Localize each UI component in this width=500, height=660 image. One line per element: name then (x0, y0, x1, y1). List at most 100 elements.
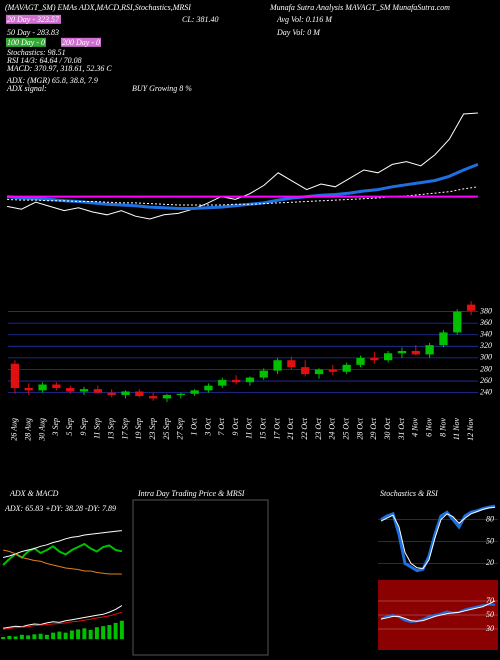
x-tick-label: 6 Nov (424, 418, 433, 437)
x-tick-label: 11 Sep (93, 418, 102, 439)
candle-body (176, 393, 185, 395)
annotation: Day Vol: 0 M (276, 28, 321, 37)
bar (13, 636, 18, 640)
x-tick-label: 8 Nov (438, 418, 447, 437)
candle-body (301, 367, 310, 375)
annotation: 20 Day - 323.57 (7, 15, 60, 24)
bar (57, 631, 62, 640)
x-tick-label: 30 Aug (37, 418, 46, 442)
candle-body (107, 392, 116, 395)
x-tick-label: 17 Oct (272, 417, 281, 439)
y-tick-label: 360 (479, 318, 492, 327)
bar (82, 628, 87, 640)
candle-body (314, 369, 324, 375)
candle-body (370, 357, 379, 361)
y-tick-label: 380 (479, 306, 492, 315)
candle-body (66, 388, 75, 392)
candle-body (162, 394, 172, 399)
annotation-box (6, 37, 46, 47)
bar (69, 630, 74, 640)
candle-body (121, 391, 130, 395)
x-tick-label: 13 Sep (107, 418, 116, 440)
bar (88, 629, 93, 640)
y-tick-label: 50 (486, 536, 494, 545)
bar (44, 634, 49, 640)
x-tick-label: 15 Oct (259, 417, 268, 439)
annotation-box (6, 14, 61, 24)
x-tick-label: 9 Sep (79, 418, 88, 436)
bar (113, 622, 118, 640)
series-line (380, 506, 496, 570)
x-tick-label: 28 Oct (355, 417, 364, 439)
series-line (2, 549, 122, 575)
annotation-box (61, 37, 101, 47)
y-tick-label: 280 (480, 364, 492, 373)
x-tick-label: 7 Oct (217, 417, 226, 435)
series-line (2, 542, 123, 566)
panel-title: ADX & MACD (9, 489, 59, 498)
candle-body (287, 360, 296, 368)
candle-body (397, 350, 407, 354)
annotation: ADX: 65.83 +DY: 38.28 -DY: 7.89 (4, 504, 116, 513)
x-tick-label: 21 Oct (286, 417, 295, 439)
annotation: MACD: 370.97, 318.61, 52.36 C (6, 64, 112, 73)
x-tick-label: 3 Sep (51, 418, 60, 437)
annotation: Avg Vol: 0.116 M (276, 15, 333, 24)
y-tick-label: 20 (486, 558, 494, 567)
candle-body (231, 379, 241, 383)
x-tick-label: 31 Oct (397, 417, 406, 440)
candle-body (384, 353, 393, 361)
candle-body (190, 390, 199, 394)
candle-body (10, 363, 20, 388)
annotation: 50 Day - 283.83 (7, 28, 59, 37)
x-tick-label: 22 Oct (300, 417, 309, 439)
bar (1, 637, 6, 640)
series-line (6, 163, 479, 210)
annotation: BUY Growing 8 % (132, 84, 192, 93)
bar (107, 625, 112, 640)
bar (63, 632, 68, 640)
x-tick-label: 3 Oct (203, 417, 212, 436)
y-tick-label: 50 (486, 610, 494, 619)
series-line (3, 611, 123, 630)
x-tick-label: 5 Sep (65, 418, 74, 436)
candle-body (466, 304, 476, 311)
x-tick-label: 11 Nov (452, 418, 461, 441)
x-tick-label: 28 Aug (24, 418, 33, 441)
bar (7, 635, 12, 640)
bar (51, 632, 56, 640)
panel-subtitle: Munafa Sutra Analysis MAVAGT_SM MunafaSu… (269, 3, 450, 12)
x-tick-label: 9 Oct (231, 417, 240, 435)
candle-body (245, 377, 255, 383)
intraday-frame (132, 499, 269, 656)
x-tick-label: 23 Sep (148, 418, 157, 440)
x-tick-label: 25 Sep (162, 418, 171, 440)
bar (32, 634, 37, 640)
candle-body (411, 350, 420, 355)
x-tick-label: 25 Oct (342, 417, 351, 439)
x-tick-label: 17 Sep (120, 418, 129, 440)
annotation: 100 Day - 0 (7, 38, 45, 47)
x-tick-label: 26 Aug (10, 418, 19, 441)
series-line (380, 600, 496, 622)
y-tick-label: 80 (486, 514, 494, 523)
panel-title: Intra Day Trading Price & MRSI (137, 489, 245, 498)
x-tick-label: 23 Oct (314, 417, 323, 439)
x-tick-label: 11 Oct (245, 417, 254, 439)
panel-title: Stochastics & RSI (380, 489, 438, 498)
annotation: ADX signal: (6, 84, 47, 93)
candle-body (38, 384, 47, 391)
x-tick-label: 24 Oct (328, 417, 337, 439)
bar (101, 626, 106, 640)
x-tick-label: 4 Nov (411, 418, 420, 437)
x-tick-label: 30 Oct (383, 417, 392, 440)
annotation: Stochastics: 98.51 (7, 48, 66, 57)
y-tick-label: 70 (486, 596, 494, 605)
x-tick-label: 27 Sep (176, 418, 185, 440)
candle-body (453, 311, 462, 333)
candle-body (273, 360, 282, 371)
candle-body (356, 357, 365, 365)
candle-body (328, 369, 337, 372)
